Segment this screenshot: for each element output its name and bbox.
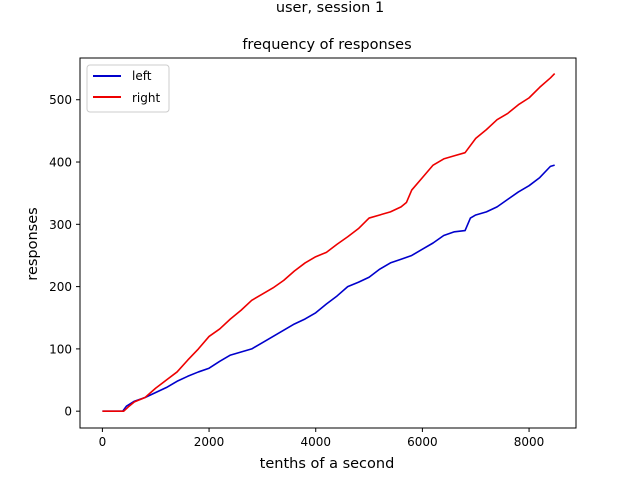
y-tick-label: 300 xyxy=(49,218,72,232)
legend: left right xyxy=(86,64,170,113)
x-tick-label: 4000 xyxy=(300,435,331,449)
y-tick-label: 400 xyxy=(49,156,72,170)
chart-title: frequency of responses xyxy=(242,37,411,53)
y-tick-label: 500 xyxy=(49,93,72,107)
x-tick-label: 0 xyxy=(99,435,107,449)
y-axis-label: responses xyxy=(25,207,41,280)
legend-label-right: right xyxy=(132,91,160,105)
plot-area xyxy=(102,73,556,412)
x-axis-label: tenths of a second xyxy=(260,456,395,472)
y-tick-label: 0 xyxy=(64,405,72,419)
x-tick-label: 6000 xyxy=(407,435,438,449)
chart-suptitle: user, session 1 xyxy=(276,0,384,16)
y-tick-label: 200 xyxy=(49,280,72,294)
x-tick-label: 2000 xyxy=(194,435,225,449)
axes-frame xyxy=(79,57,577,429)
x-tick-label: 8000 xyxy=(514,435,545,449)
y-tick-label: 100 xyxy=(49,342,72,356)
legend-label-left: left xyxy=(132,69,152,83)
series-line-left xyxy=(102,164,555,412)
series-line-right xyxy=(102,73,556,412)
